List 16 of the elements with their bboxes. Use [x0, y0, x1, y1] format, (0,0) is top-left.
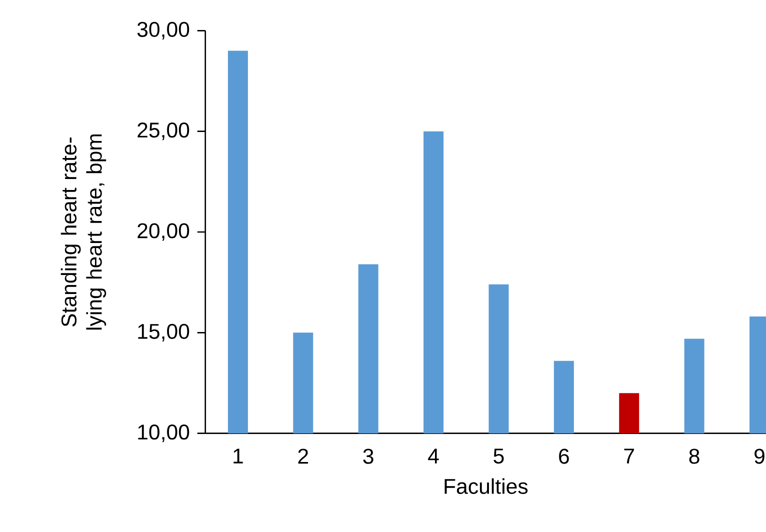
- x-tick-label: 8: [689, 448, 700, 464]
- x-tick-label: 6: [559, 448, 569, 464]
- x-tick-label: 7: [624, 448, 634, 464]
- x-tick-label: 9: [754, 448, 764, 464]
- y-axis-title: Standing heart rate-lying heart rate, bpm: [60, 134, 106, 330]
- y-tick-label: 10,00: [138, 424, 190, 442]
- x-tick-label: 1: [234, 448, 243, 464]
- x-axis-title: Faculties: [444, 478, 528, 494]
- y-tick-label: 20,00: [138, 223, 190, 241]
- x-tick-label: 5: [494, 448, 504, 464]
- y-tick-label: 25,00: [138, 122, 190, 140]
- y-tick-label: 30,00: [137, 22, 190, 40]
- x-tick-label: 3: [363, 448, 374, 464]
- x-tick-label: 2: [298, 448, 308, 464]
- y-tick-label: 15,00: [138, 324, 190, 342]
- x-tick-label: 4: [428, 448, 439, 464]
